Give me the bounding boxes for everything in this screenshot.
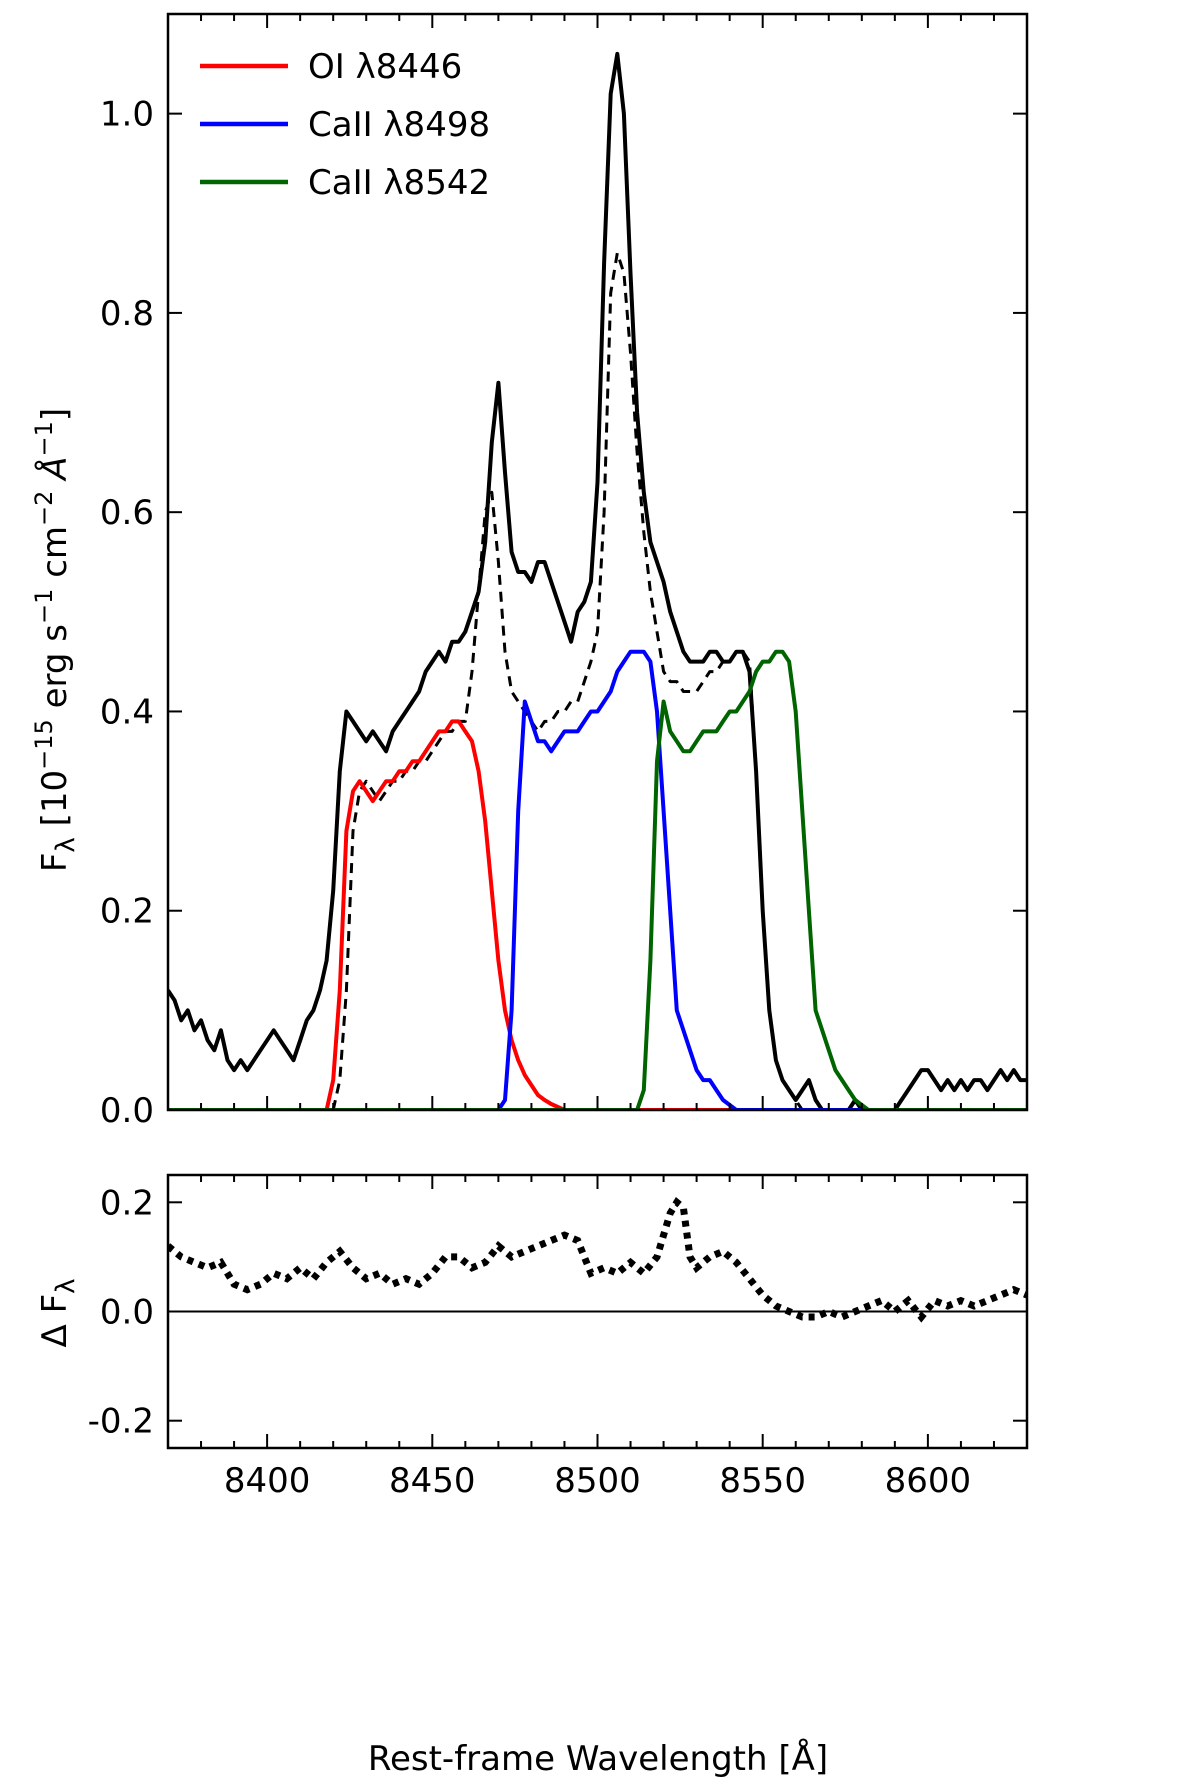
x-tick-label: 8500 [554, 1461, 641, 1501]
legend-label: CaII λ8542 [308, 163, 490, 203]
main-y-tick-label: 0.0 [100, 1091, 154, 1131]
main-series-line-0 [168, 51, 1027, 1110]
main-y-tick-label: 1.0 [100, 95, 154, 135]
main-panel-series [168, 51, 1027, 1110]
x-tick-label: 8600 [885, 1461, 972, 1501]
residual-panel-series [168, 1197, 1027, 1323]
x-tick-label: 8550 [719, 1461, 806, 1501]
legend-label: OI λ8446 [308, 47, 462, 87]
residual-series-line-0 [168, 1197, 1027, 1323]
residual-y-axis-title: Δ Fλ [35, 1278, 81, 1347]
main-series-line-4 [168, 649, 1027, 1110]
main-series-line-2 [168, 719, 1027, 1110]
residual-y-tick-label: 0.2 [100, 1183, 154, 1223]
main-y-tick-label: 0.6 [100, 493, 154, 533]
x-tick-label: 8400 [224, 1461, 311, 1501]
main-y-tick-label: 0.4 [100, 692, 154, 732]
main-y-axis-title: Fλ [10−15 erg s−1 cm−2 Å−1] [30, 408, 81, 872]
main-panel-frame [166, 12, 1029, 1112]
main-y-tick-label: 0.8 [100, 294, 154, 334]
residual-y-tick-label: -0.2 [88, 1402, 154, 1442]
x-tick-label: 8450 [389, 1461, 476, 1501]
axes-layer: 8400 8450 8500 8550 8600 0.0 0.2 0.4 0.6 0.8 1.0 -0… [88, 12, 1029, 1501]
main-y-tick-label: 0.2 [100, 892, 154, 932]
residual-y-tick-label: 0.0 [100, 1293, 154, 1333]
x-axis-title: Rest-frame Wavelength [Å] [368, 1738, 828, 1779]
legend-label: CaII λ8498 [308, 105, 490, 145]
main-series-line-3 [168, 649, 1027, 1110]
legend: OI λ8446 CaII λ8498 CaII λ8542 [200, 47, 490, 203]
